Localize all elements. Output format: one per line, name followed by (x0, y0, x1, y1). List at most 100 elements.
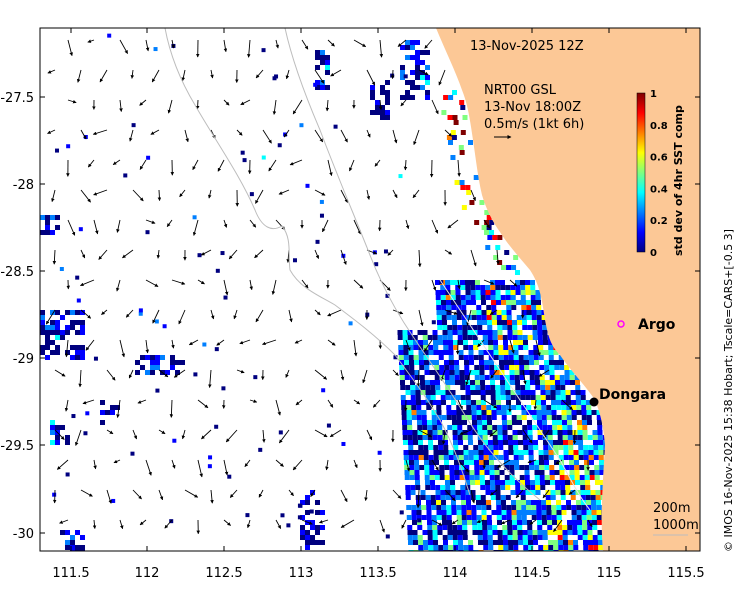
radar-time-label: 13-Nov 18:00Z (484, 100, 581, 115)
current-vector (497, 459, 511, 468)
current-vector (279, 429, 290, 444)
current-vector (52, 249, 57, 265)
y-tick-label: -30 (13, 527, 34, 542)
x-tick-label: 112.5 (205, 566, 242, 581)
current-vector (249, 279, 253, 291)
current-vector (181, 69, 186, 82)
current-vector (275, 399, 281, 416)
current-vector (139, 99, 147, 106)
current-vector (340, 489, 348, 503)
current-vector (184, 489, 199, 498)
colorbar-tick-label: 1 (650, 89, 657, 100)
current-vector (262, 129, 272, 144)
current-vector (258, 489, 264, 498)
current-vector (139, 159, 147, 170)
current-vector (262, 429, 266, 443)
current-vector (405, 339, 411, 352)
current-vector (522, 369, 527, 385)
current-vector (87, 159, 95, 168)
current-vector (255, 309, 264, 323)
current-vector (262, 339, 277, 346)
current-vector (278, 189, 290, 195)
current-vector (529, 519, 537, 525)
colorbar-title: std dev of 4hr SST comp (672, 105, 685, 256)
y-tick-label: -28.5 (0, 265, 34, 280)
current-vector (80, 279, 95, 287)
current-vector (106, 489, 112, 504)
current-vector (200, 249, 212, 256)
current-vector (553, 519, 563, 533)
current-vector (122, 249, 134, 259)
current-vector (451, 519, 459, 525)
current-vector (401, 519, 407, 529)
current-vector (431, 99, 439, 115)
dongara-label: Dongara (599, 387, 666, 403)
current-vector (330, 69, 342, 77)
current-vector (444, 489, 456, 502)
current-vector (568, 489, 576, 495)
current-vector (285, 369, 290, 378)
current-vector-layer (45, 39, 593, 535)
current-vector (225, 429, 238, 443)
current-vector (301, 279, 309, 289)
current-vector (158, 489, 164, 501)
current-vector (457, 459, 469, 473)
current-vector (210, 489, 214, 504)
current-vector (275, 39, 280, 49)
current-vector (292, 99, 303, 115)
current-vector (314, 249, 320, 259)
current-vector (392, 489, 402, 499)
x-tick-label: 113.5 (359, 566, 396, 581)
current-vector (132, 429, 138, 440)
colorbar (636, 92, 646, 253)
current-vector (106, 429, 114, 435)
current-vector (392, 129, 398, 144)
current-vector (417, 249, 422, 268)
current-vector (418, 69, 429, 76)
current-vector (397, 39, 407, 47)
current-vector (483, 279, 495, 285)
current-vector (400, 99, 407, 107)
current-vector (318, 519, 329, 524)
colorbar-tick-label: 0.6 (650, 153, 668, 164)
current-vector (538, 369, 550, 377)
current-vector (130, 69, 135, 79)
current-vector (418, 309, 424, 327)
current-vector (255, 189, 264, 204)
current-vector (476, 519, 485, 524)
current-vector (555, 459, 563, 465)
x-tick-label: 111.5 (52, 566, 89, 581)
current-vector (329, 429, 342, 438)
current-vector (233, 309, 238, 320)
current-vector (416, 489, 420, 509)
current-vector (374, 159, 381, 167)
current-vector (158, 429, 166, 435)
current-vector (152, 309, 160, 324)
current-vector (67, 39, 73, 57)
current-vector (216, 339, 225, 346)
current-vector (239, 339, 251, 345)
current-vector (113, 459, 121, 464)
current-vector (535, 339, 541, 357)
current-vector (64, 399, 69, 412)
y-tick-label: -27.5 (0, 91, 34, 106)
current-vector (129, 129, 134, 142)
current-vector (244, 459, 251, 467)
current-vector (470, 189, 476, 202)
current-vector (119, 99, 123, 112)
current-vector (208, 189, 212, 199)
current-vector (405, 459, 411, 472)
current-vector (236, 129, 243, 136)
current-vector (465, 369, 472, 386)
bathymetry-200m-contour (284, 28, 541, 501)
current-vector (289, 159, 303, 166)
current-vector (353, 339, 358, 357)
current-vector (392, 189, 398, 199)
current-vector (496, 249, 500, 265)
current-vector (93, 189, 108, 196)
bathymetry-legend-1000m: 1000m (653, 518, 699, 533)
current-vector (93, 459, 97, 470)
current-vector (246, 519, 251, 529)
current-vector (184, 129, 189, 143)
current-vector (292, 459, 303, 471)
